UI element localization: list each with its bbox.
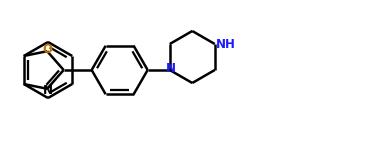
Text: N: N [43,84,53,97]
Text: O: O [43,43,53,56]
Text: N: N [166,62,176,75]
Text: NH: NH [216,38,236,50]
